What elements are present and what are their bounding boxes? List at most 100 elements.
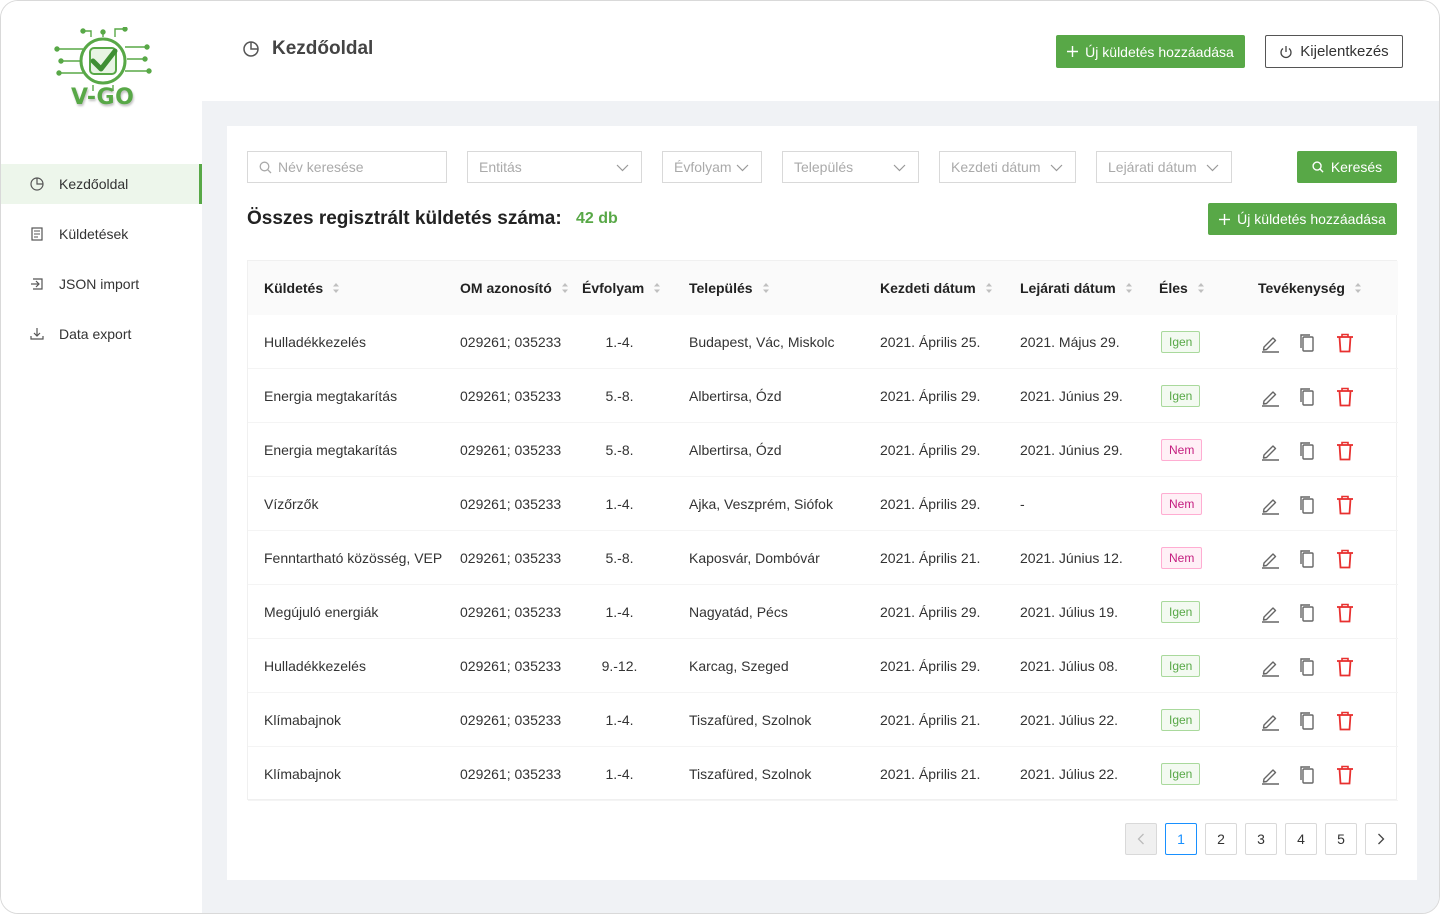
sort-icon[interactable] <box>1354 282 1362 294</box>
delete-icon[interactable] <box>1334 548 1356 570</box>
status-badge: Igen <box>1161 763 1201 785</box>
sort-icon[interactable] <box>1125 282 1133 294</box>
table-row: Klímabajnok 029261; 035233 1.-4. Tiszafüred… <box>248 693 1398 747</box>
sidebar-nav: Kezdőoldal Küldetések JSON import Data e… <box>1 164 202 364</box>
sort-icon[interactable] <box>561 282 569 294</box>
table-row: Fenntartható közösség, VEP 029261; 035233… <box>248 531 1398 585</box>
edit-icon[interactable] <box>1259 656 1281 678</box>
copy-icon[interactable] <box>1296 764 1318 786</box>
cell-start: 2021. Április 21. <box>880 766 981 782</box>
add-mission-button[interactable]: Új küldetés hozzáadása <box>1056 35 1245 68</box>
add-mission-label: Új küldetés hozzáadása <box>1237 211 1386 227</box>
page-button-3[interactable]: 3 <box>1245 823 1277 855</box>
column-header-end[interactable]: Lejárati dátum <box>1020 261 1133 315</box>
column-header-city[interactable]: Település <box>689 261 770 315</box>
sort-icon[interactable] <box>1197 282 1205 294</box>
page-button-1[interactable]: 1 <box>1165 823 1197 855</box>
edit-icon[interactable] <box>1259 386 1281 408</box>
sidebar-item-label: Data export <box>59 326 132 342</box>
page-title-text: Kezdőoldal <box>272 38 374 59</box>
status-badge: Nem <box>1161 439 1203 461</box>
grade-select[interactable]: Évfolyam <box>662 151 762 183</box>
cell-live: Igen <box>1161 369 1201 423</box>
sort-icon[interactable] <box>653 282 661 294</box>
chevron-down-icon <box>893 161 906 177</box>
power-icon <box>1279 45 1293 59</box>
column-header-label: Tevékenység <box>1258 280 1345 296</box>
copy-icon[interactable] <box>1296 710 1318 732</box>
search-button[interactable]: Keresés <box>1297 151 1397 183</box>
sort-icon[interactable] <box>762 282 770 294</box>
copy-icon[interactable] <box>1296 548 1318 570</box>
column-header-mission[interactable]: Küldetés <box>264 261 340 315</box>
delete-icon[interactable] <box>1334 602 1356 624</box>
cell-mission: Klímabajnok <box>264 712 342 728</box>
sidebar-item-data-export[interactable]: Data export <box>1 314 202 354</box>
add-mission-label: Új küldetés hozzáadása <box>1085 43 1234 60</box>
copy-icon[interactable] <box>1296 386 1318 408</box>
name-search-input[interactable]: Név keresése <box>247 151 447 183</box>
copy-icon[interactable] <box>1296 440 1318 462</box>
sidebar-item-kuldetesek[interactable]: Küldetések <box>1 214 202 254</box>
status-badge: Igen <box>1161 709 1201 731</box>
delete-icon[interactable] <box>1334 494 1356 516</box>
edit-icon[interactable] <box>1259 494 1281 516</box>
cell-grade: 1.-4. <box>605 496 634 512</box>
add-mission-button-secondary[interactable]: Új küldetés hozzáadása <box>1208 203 1397 235</box>
column-header-live[interactable]: Éles <box>1159 261 1205 315</box>
cell-mission: Energia megtakarítás <box>264 442 398 458</box>
cell-start: 2021. Április 21. <box>880 712 981 728</box>
delete-icon[interactable] <box>1334 710 1356 732</box>
column-header-label: Kezdeti dátum <box>880 280 976 296</box>
cell-start: 2021. Április 29. <box>880 604 981 620</box>
delete-icon[interactable] <box>1334 332 1356 354</box>
column-header-actions[interactable]: Tevékenység <box>1258 261 1362 315</box>
download-icon <box>29 326 45 342</box>
start-date-select[interactable]: Kezdeti dátum <box>939 151 1076 183</box>
table-header: Küldetés OM azonosító Évfolyam Település Kez… <box>248 261 1398 315</box>
column-header-start[interactable]: Kezdeti dátum <box>880 261 993 315</box>
copy-icon[interactable] <box>1296 656 1318 678</box>
edit-icon[interactable] <box>1259 440 1281 462</box>
name-search-placeholder: Név keresése <box>278 159 364 175</box>
column-header-label: Éles <box>1159 280 1188 296</box>
copy-icon[interactable] <box>1296 494 1318 516</box>
cell-city: Ajka, Veszprém, Siófok <box>689 496 833 512</box>
edit-icon[interactable] <box>1259 764 1281 786</box>
sort-icon[interactable] <box>332 282 340 294</box>
delete-icon[interactable] <box>1334 764 1356 786</box>
start-date-placeholder: Kezdeti dátum <box>951 159 1041 175</box>
edit-icon[interactable] <box>1259 548 1281 570</box>
copy-icon[interactable] <box>1296 602 1318 624</box>
page-button-4[interactable]: 4 <box>1285 823 1317 855</box>
edit-icon[interactable] <box>1259 602 1281 624</box>
delete-icon[interactable] <box>1334 440 1356 462</box>
sidebar-item-kezdooldal[interactable]: Kezdőoldal <box>1 164 202 204</box>
end-date-placeholder: Lejárati dátum <box>1108 159 1197 175</box>
edit-icon[interactable] <box>1259 332 1281 354</box>
column-header-label: Küldetés <box>264 280 324 296</box>
page-button-5[interactable]: 5 <box>1325 823 1357 855</box>
column-header-om[interactable]: OM azonosító <box>460 261 569 315</box>
cell-mission: Hulladékkezelés <box>264 334 366 350</box>
cell-live: Igen <box>1161 585 1201 639</box>
chevron-down-icon <box>1050 161 1063 177</box>
next-page-button[interactable] <box>1365 823 1397 855</box>
city-select[interactable]: Település <box>782 151 919 183</box>
sidebar-item-json-import[interactable]: JSON import <box>1 264 202 304</box>
delete-icon[interactable] <box>1334 386 1356 408</box>
entity-select-placeholder: Entitás <box>479 159 522 175</box>
page-button-2[interactable]: 2 <box>1205 823 1237 855</box>
edit-icon[interactable] <box>1259 710 1281 732</box>
entity-select[interactable]: Entitás <box>467 151 642 183</box>
prev-page-button[interactable] <box>1125 823 1157 855</box>
end-date-select[interactable]: Lejárati dátum <box>1096 151 1232 183</box>
logout-button[interactable]: Kijelentkezés <box>1265 35 1403 68</box>
column-header-grade[interactable]: Évfolyam <box>582 261 661 315</box>
copy-icon[interactable] <box>1296 332 1318 354</box>
sort-icon[interactable] <box>985 282 993 294</box>
delete-icon[interactable] <box>1334 656 1356 678</box>
plus-icon <box>1067 46 1079 57</box>
cell-start: 2021. Április 29. <box>880 442 981 458</box>
